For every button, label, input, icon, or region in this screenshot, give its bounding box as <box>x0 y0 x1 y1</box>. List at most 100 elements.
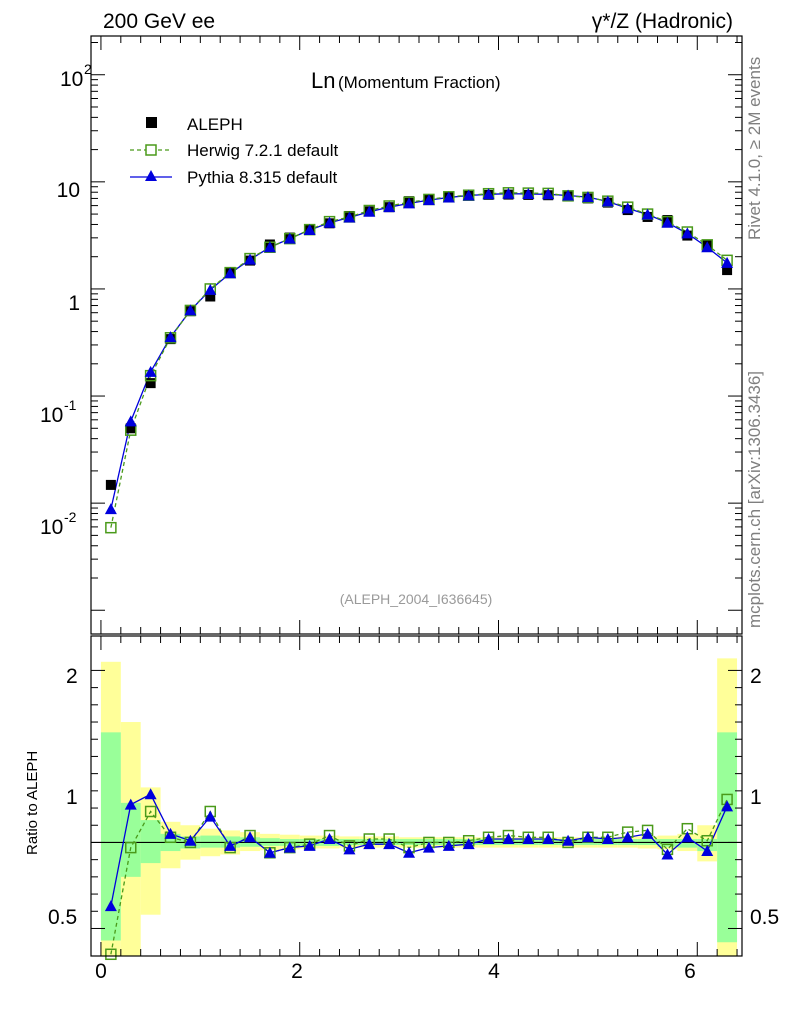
pythia-point <box>164 331 177 343</box>
pythia-point <box>641 208 654 220</box>
pythia-point <box>343 211 356 223</box>
pythia-point <box>502 187 515 199</box>
ratio-band-inner <box>200 835 221 848</box>
ratio-band-inner <box>120 802 141 877</box>
ratio-y-tick-label-0.5-right: 0.5 <box>750 906 779 929</box>
x-tick-label-4: 4 <box>488 960 500 983</box>
herwig-point <box>105 521 117 534</box>
pythia-ratio-point <box>403 846 416 858</box>
ratio-y-tick-label-1-left: 1 <box>66 786 78 809</box>
pythia-ratio-point <box>184 834 197 846</box>
pythia-point <box>562 189 575 201</box>
pythia-ratio-point <box>601 833 614 845</box>
ratio-plot-frame <box>90 635 743 957</box>
x-tick-label-6: 6 <box>684 960 696 983</box>
pythia-point <box>462 189 475 201</box>
aleph-point <box>105 479 116 490</box>
main-y-tick-label-10: 10 <box>57 179 80 202</box>
main-y-tick-label-1: 1 <box>68 292 80 315</box>
pythia-ratio-point <box>701 845 714 857</box>
pythia-point <box>721 256 734 268</box>
pythia-ratio-point <box>681 831 694 843</box>
pythia-ratio-point <box>383 838 396 850</box>
pythia-point <box>323 216 336 228</box>
ratio-band-inner <box>100 732 121 941</box>
pythia-point <box>522 187 535 199</box>
ratio-y-tick-label-2-left: 2 <box>66 665 78 688</box>
pythia-point <box>144 365 157 377</box>
ratio-y-axis-label: Ratio to ALEPH <box>24 751 41 855</box>
pythia-ratio-point <box>462 838 475 850</box>
pythia-point <box>701 241 714 253</box>
main-y-tick-label-0.01: 10 -2 <box>40 509 77 539</box>
pythia-point <box>283 232 296 244</box>
legend-item-herwig: Herwig 7.2.1 default <box>130 141 338 160</box>
ratio-band-inner <box>677 839 698 848</box>
pythia-point <box>403 197 416 209</box>
herwig-line <box>110 192 728 528</box>
pythia-ratio-point <box>422 841 435 853</box>
plot-title-main: Ln <box>311 68 335 93</box>
pythia-point <box>581 191 594 203</box>
pythia-point <box>383 201 396 213</box>
aleph-marker-icon <box>146 117 157 128</box>
pythia-point <box>104 503 117 515</box>
header-left-label: 200 GeV ee <box>103 10 215 33</box>
rivet-version-label: Rivet 4.1.0, ≥ 2M events <box>745 57 764 240</box>
legend: ALEPH Herwig 7.2.1 default Pythia 8.315 … <box>130 115 338 187</box>
legend-item-aleph: ALEPH <box>146 115 243 134</box>
analysis-name-label: (ALEPH_2004_I636645) <box>340 591 493 607</box>
pythia-point <box>184 304 197 316</box>
pythia-ratio-point <box>144 788 157 800</box>
pythia-ratio-point <box>204 810 217 822</box>
ratio-plot: 2 1 0.5 2 1 0.5 Ratio to ALEPH 0 2 4 6 <box>24 635 779 983</box>
pythia-point <box>621 202 634 214</box>
ratio-y-tick-label-0.5-left: 0.5 <box>48 906 77 929</box>
herwig-ratio-point <box>125 841 137 854</box>
svg-text:10: 10 <box>60 68 83 91</box>
pythia-point <box>681 227 694 239</box>
svg-text:2: 2 <box>84 61 92 77</box>
pythia-ratio-point <box>164 827 177 839</box>
pythia-point <box>442 191 455 203</box>
pythia-ratio-point <box>562 834 575 846</box>
pythia-ratio-point <box>641 827 654 839</box>
pythia-ratio-point <box>104 900 117 912</box>
pythia-ratio-point <box>363 838 376 850</box>
ratio-y-tick-label-1-right: 1 <box>750 786 762 809</box>
pythia-ratio-point <box>224 839 237 851</box>
plot-title-sub: (Momentum Fraction) <box>338 73 500 92</box>
pythia-ratio-point <box>283 841 296 853</box>
pythia-point <box>363 205 376 217</box>
herwig-ratio-line <box>110 799 728 955</box>
pythia-ratio-point <box>263 846 276 858</box>
pythia-ratio-point <box>661 848 674 860</box>
pythia-ratio-point <box>581 831 594 843</box>
pythia-ratio-point <box>621 831 634 843</box>
aleph-point <box>125 423 136 434</box>
pythia-marker-icon <box>145 170 157 181</box>
pythia-point <box>482 188 495 200</box>
header-right-label: γ*/Z (Hadronic) <box>592 10 733 33</box>
pythia-ratio-point <box>522 833 535 845</box>
pythia-point <box>661 216 674 228</box>
herwig-ratio-point <box>144 805 157 818</box>
pythia-ratio-point <box>502 833 515 845</box>
pythia-point <box>542 188 555 200</box>
svg-text:10: 10 <box>40 404 63 427</box>
pythia-point <box>303 224 316 236</box>
pythia-ratio-point <box>244 831 257 843</box>
ratio-y-tick-label-2-right: 2 <box>750 665 762 688</box>
pythia-ratio-point <box>721 800 734 812</box>
pythia-point <box>422 194 435 206</box>
main-plot-frame <box>90 35 743 635</box>
pythia-line <box>110 193 728 510</box>
pythia-point <box>124 415 137 427</box>
pythia-point <box>263 241 276 253</box>
legend-item-pythia: Pythia 8.315 default <box>130 168 338 187</box>
svg-text:10: 10 <box>40 516 63 539</box>
ratio-band-inner <box>140 820 161 864</box>
pythia-ratio-point <box>323 833 336 845</box>
pythia-ratio-point <box>442 839 455 851</box>
